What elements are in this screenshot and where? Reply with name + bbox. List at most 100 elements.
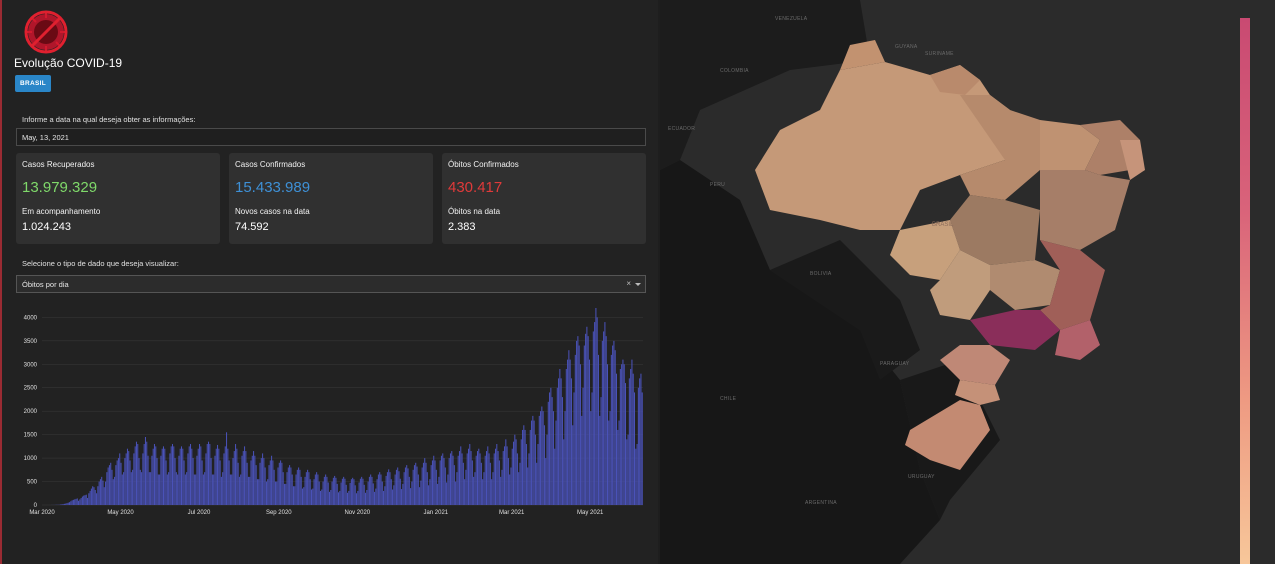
chart-bar [624,383,627,505]
data-type-select[interactable]: Óbitos por dia × [16,275,646,293]
chart-bar [347,492,349,505]
chart-bar [631,359,633,505]
chart-bar [90,488,92,505]
chart-bar [603,331,605,505]
chart-bar [85,494,87,505]
map-label-colombia: COLOMBIA [720,68,749,74]
chart-bar [550,387,552,505]
chart-bar [135,441,137,505]
chart-bar [595,308,597,505]
chart-bar [478,448,480,505]
chart-bar [178,455,180,505]
chart-bar [201,460,203,505]
chart-bar [349,482,351,505]
close-icon[interactable]: × [626,279,631,288]
chart-bar [630,368,632,505]
chart-bar [83,495,85,505]
chart-bar [388,469,390,505]
chart-y-axis: 0 500 1000 1500 2000 2500 3000 3500 4000 [24,315,38,509]
card-recovered: Casos Recuperados 13.979.329 Em acompanh… [16,153,220,244]
chart-bar [103,487,105,505]
chart-bar [365,492,367,505]
map-label-peru: PERU [710,182,725,188]
chart-bar [356,493,358,505]
chart-bar [599,415,601,505]
chart-bar [451,451,453,505]
chart-bar [641,392,643,505]
chart-bar [407,468,409,505]
chart-bar [605,336,607,505]
y-tick-label: 4000 [24,315,38,321]
card-value: 430.417 [448,179,503,196]
chart-bar [529,429,531,505]
chevron-down-icon[interactable] [635,283,641,286]
chart-bar [177,474,179,505]
chart-bar [66,503,68,505]
chart-bar [300,476,302,505]
chart-bar [150,472,152,505]
chart-bar [253,451,255,505]
date-input[interactable]: May, 13, 2021 [16,128,646,146]
chart-bar [238,476,240,505]
chart-bar [94,489,96,505]
map-label-guyana: GUYANA [895,44,918,50]
chart-bar [256,479,258,505]
chart-bar [335,477,337,505]
chart-bar [515,439,517,505]
chart-bar [582,387,584,505]
chart-bar [325,474,327,505]
chart-bar [245,451,247,505]
chart-bar [577,336,579,505]
chart-bar [79,499,81,505]
chart-bar [153,444,155,505]
chart-bar [578,345,580,505]
chart-bar [488,453,490,505]
chart-bar [386,472,388,505]
chart-bar [186,472,188,505]
chart-bar [65,503,67,505]
chart-bar [227,448,229,505]
chart-bar [69,502,71,505]
chart-x-axis: Mar 2020 May 2020 Jul 2020 Sep 2020 Nov 2020… [29,510,604,516]
chart-bar [171,444,174,505]
chart-bar [211,474,213,505]
choropleth-map[interactable]: VENEZUELA COLOMBIA ECUADOR PERU BRASIL B… [660,0,1275,564]
chart-bar [507,458,509,505]
chart-bar [615,373,617,505]
chart-bar [331,481,333,505]
chart-bar [560,378,562,505]
map-label-ecuador: ECUADOR [668,126,695,132]
chart-bar [475,455,477,505]
chart-bar [437,483,439,505]
chart-bar [410,488,412,505]
chart-bar [187,453,189,505]
chart-bar [319,490,322,505]
state-goias [990,260,1060,310]
chart-bar [209,444,211,505]
chart-bar [552,411,554,505]
chart-bar [376,479,378,505]
state-rio-grande-do-sul [905,400,990,470]
chart-bar [639,378,641,505]
chart-bar [310,489,312,505]
chart-bar [143,444,145,505]
chart-bar [157,474,159,505]
chart-bar [585,333,587,505]
chart-bar [399,478,401,505]
chart-bar [457,455,459,505]
chart-bar [465,469,467,505]
page-title: Evolução COVID-19 [14,56,123,70]
chart-bar [372,483,374,505]
chart-bar [449,453,451,505]
chart-bar [160,455,162,505]
chart-bar [424,458,426,505]
chart-bar [569,359,571,505]
region-button-brasil[interactable]: BRASIL [15,75,51,92]
chart-bar [401,489,403,505]
chart-bar [70,501,72,505]
chart-bar [93,487,95,505]
chart-bar [134,446,136,505]
chart-bar [469,444,471,505]
chart-bar [117,458,119,505]
chart-bar [98,481,100,505]
